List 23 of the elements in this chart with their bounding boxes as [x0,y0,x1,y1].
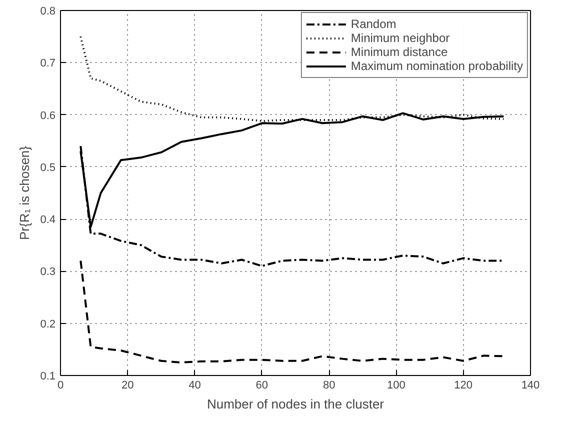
legend-label: Minimum distance [350,45,448,59]
x-tick-label: 60 [256,380,268,392]
legend-label: Minimum neighbor [350,31,450,45]
x-tick-label: 140 [521,380,540,392]
line-series [80,260,505,364]
x-tick-label: 0 [57,380,64,392]
y-tick-label: 0.8 [40,6,56,18]
y-tick-label: 0.7 [40,58,56,70]
y-tick-label: 0.3 [40,266,56,278]
x-axis-title: Number of nodes in the cluster [206,396,385,412]
x-tick-label: 80 [322,380,336,392]
y-axis-title: Pr{R₁ is chosen} [17,145,32,240]
x-tick-label: 120 [454,380,473,392]
x-tick-label: 40 [188,380,201,392]
y-tick-label: 0.1 [40,370,56,382]
y-tick-label: 0.5 [40,162,56,174]
x-tick-label: 20 [122,380,134,392]
y-tick-label: 0.4 [40,214,56,226]
y-tick-label: 0.6 [40,110,56,122]
y-tick-label: 0.2 [40,318,56,330]
x-tick-label: 100 [387,380,406,392]
legend-label: Random [350,17,396,31]
legend-label: Maximum nomination probability [350,59,523,73]
